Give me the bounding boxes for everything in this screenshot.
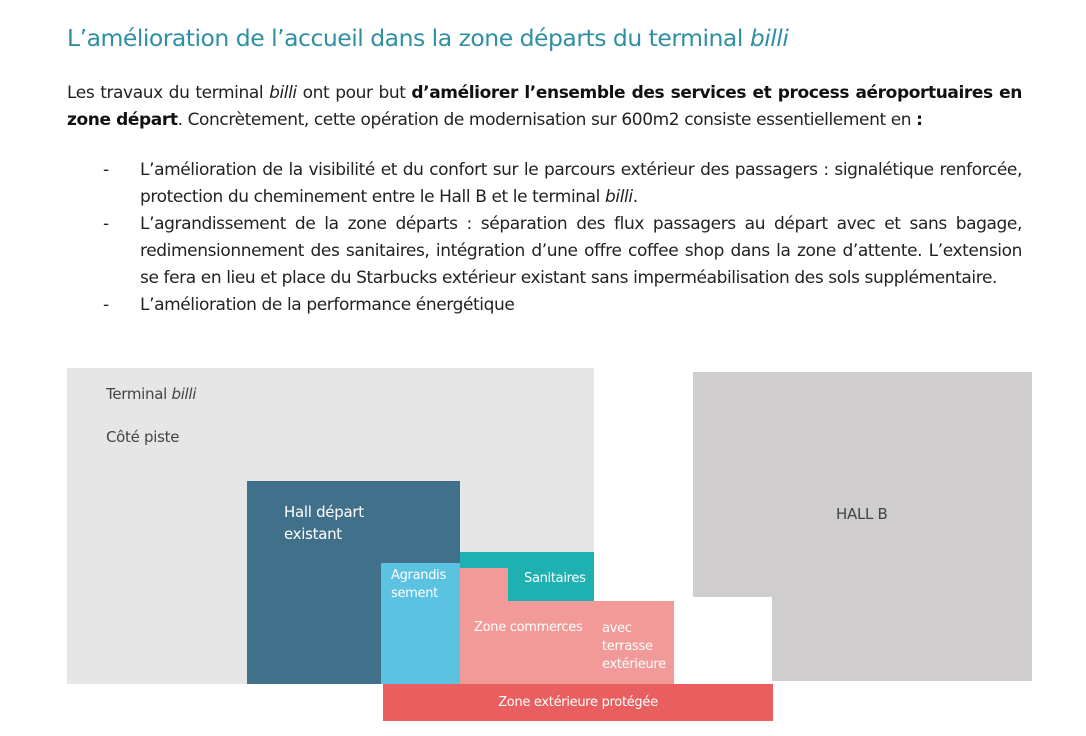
- hall-b-polygon: [693, 372, 1032, 681]
- hall-depart-label: Hall départ existant: [284, 501, 364, 545]
- terminal-label-italic: billi: [171, 385, 197, 403]
- intro-paragraph: Les travaux du terminal billi ont pour b…: [67, 80, 1022, 134]
- zone-commerces-block-main: [460, 601, 674, 684]
- agrandissement-block: [381, 563, 460, 684]
- bullet-item: - L’amélioration de la performance énergé…: [67, 292, 1022, 319]
- section-title-italic: billi: [749, 24, 789, 52]
- bullet-dash: -: [103, 160, 109, 180]
- terminal-billi-label: Terminal billi: [106, 385, 196, 403]
- bullet-end: .: [632, 187, 638, 207]
- zone-commerces-label: Zone commerces: [474, 620, 583, 635]
- cote-piste-label: Côté piste: [106, 428, 180, 446]
- intro-text-2: ont pour but: [296, 83, 412, 103]
- sanitaires-label: Sanitaires: [524, 571, 586, 586]
- zone-exterieure-label: Zone extérieure protégée: [498, 695, 658, 710]
- zone-exterieure-protegee: [383, 684, 773, 721]
- intro-italic: billi: [269, 83, 297, 103]
- bullet-item: - L’amélioration de la visibilité et du c…: [67, 157, 1022, 211]
- agrandissement-line-1: Agrandis: [391, 568, 446, 583]
- section-title-text: L’amélioration de l’accueil dans la zone…: [67, 24, 750, 52]
- intro-text-1: Les travaux du terminal: [67, 83, 270, 103]
- terrasse-line-2: terrasse: [602, 639, 653, 654]
- hall-depart-line-1: Hall départ: [284, 503, 364, 521]
- intro-text-3: . Concrètement, cette opération de moder…: [177, 110, 917, 130]
- hall-b-label: HALL B: [836, 505, 888, 523]
- terminal-label-text: Terminal: [106, 385, 172, 403]
- bullet-list: - L’amélioration de la visibilité et du c…: [67, 157, 1022, 319]
- agrandissement-label: Agrandis sement: [391, 567, 446, 603]
- bullet-text: L’amélioration de la performance énergét…: [140, 295, 515, 315]
- terrasse-label: avec terrasse extérieure: [602, 620, 666, 674]
- agrandissement-line-2: sement: [391, 586, 438, 601]
- terrasse-line-1: avec: [602, 621, 632, 636]
- bullet-dash: -: [103, 295, 109, 315]
- bullet-dash: -: [103, 214, 109, 234]
- section-title: L’amélioration de l’accueil dans la zone…: [67, 24, 789, 52]
- hall-depart-line-2: existant: [284, 525, 342, 543]
- bullet-item: - L’agrandissement de la zone départs : s…: [67, 211, 1022, 292]
- bullet-text: L’amélioration de la visibilité et du co…: [140, 160, 1022, 207]
- bullet-text: L’agrandissement de la zone départs : sé…: [140, 214, 1022, 288]
- bullet-italic: billi: [605, 187, 633, 207]
- intro-colon: :: [916, 110, 923, 130]
- intro-bold: d’améliorer l’ensemble des services et p…: [67, 83, 1022, 130]
- terrasse-line-3: extérieure: [602, 657, 666, 672]
